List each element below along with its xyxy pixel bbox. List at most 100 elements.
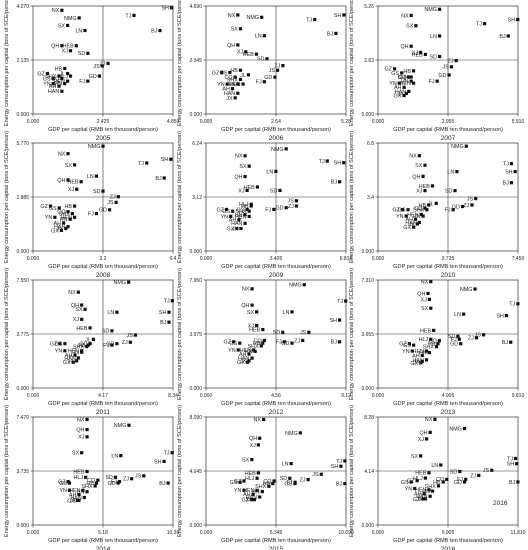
point-label-qh: QH [400, 44, 408, 50]
point-label-gz: GZ [392, 208, 400, 214]
point-label-yn: YN [45, 215, 53, 221]
point-label-heb: HEB [415, 471, 426, 477]
data-point-cq [407, 75, 411, 79]
data-point-hlj [255, 476, 259, 480]
point-label-sd: SD [445, 189, 453, 195]
point-label-hen: HEN [69, 488, 80, 494]
data-point-jl [91, 337, 96, 341]
point-label-hen: HEN [61, 215, 72, 221]
point-label-yn: YN [402, 349, 410, 355]
point-label-nmg: NMG [285, 431, 298, 437]
data-point-js [133, 333, 137, 337]
point-label-sx: SX [247, 310, 255, 316]
point-label-zj: ZJ [470, 473, 476, 479]
data-point-ln [94, 174, 99, 178]
data-point-fj [272, 207, 276, 212]
point-label-shx: SHX [235, 209, 246, 215]
point-label-yn: YN [228, 348, 236, 354]
data-point-xj [245, 188, 249, 193]
data-point-sx [238, 27, 243, 31]
data-point-xj [256, 443, 260, 447]
point-label-han: HAN [413, 358, 424, 364]
data-point-gd [116, 481, 120, 485]
y-axis-title: Energy consumption per capital (tons of … [349, 131, 355, 263]
y-tick-label: 7.950 [189, 278, 202, 284]
point-label-hlj: HLJ [58, 74, 68, 80]
y-axis-title: Energy consumption per capital (tons of … [349, 405, 355, 537]
point-label-sd: SD [448, 334, 456, 340]
data-point-cq [60, 76, 64, 81]
data-point-hn [430, 489, 435, 493]
panel-year-caption: 2011 [96, 409, 110, 416]
y-axis-title: Energy consumption per capital (tons of … [177, 268, 183, 400]
data-point-yn [229, 214, 233, 218]
point-label-gd: GD [107, 481, 115, 487]
data-point-gd [459, 342, 463, 346]
y-tick-label: 3.655 [361, 332, 374, 338]
point-label-hen: HEN [400, 81, 411, 87]
data-point-ln [289, 461, 293, 466]
y-tick-label: 6.8 [367, 141, 374, 147]
point-label-tj: TJ [164, 451, 170, 457]
point-label-js: JS [483, 468, 490, 474]
point-label-yn: YN [396, 214, 404, 220]
x-tick-label: 0.000 [372, 393, 385, 399]
point-label-sx: SX [421, 306, 429, 312]
x-axis-title: GDP per capital (RMB ten thousand/person… [221, 127, 331, 133]
point-label-nmg: NMG [451, 144, 464, 150]
point-label-nmg: NMG [247, 15, 260, 21]
data-point-jl [246, 73, 251, 77]
data-point-qh [409, 44, 413, 48]
data-point-sh [169, 157, 173, 161]
data-point-cq [423, 206, 427, 210]
data-point-hen [247, 214, 251, 218]
data-point-sx [429, 306, 433, 310]
point-label-gx: GX [241, 498, 249, 504]
x-tick-label: 2.955 [442, 119, 455, 125]
point-label-fj: FJ [429, 79, 435, 85]
data-point-sh [169, 6, 174, 10]
point-label-hb: HB [241, 204, 249, 210]
y-tick-label: 5.26 [364, 4, 374, 10]
point-label-qh: QH [412, 174, 420, 180]
data-point-hn [63, 82, 67, 86]
data-point-gz [407, 342, 411, 346]
data-point-ln [437, 34, 442, 38]
data-point-gz [415, 479, 419, 483]
panel-year-caption: 2013 [441, 409, 456, 416]
point-label-xj: XJ [418, 437, 425, 443]
y-tick-label: 3.775 [16, 332, 29, 338]
point-label-heb: HEB [419, 184, 430, 190]
point-label-bj: BJ [159, 481, 166, 487]
data-point-zj [116, 195, 120, 199]
x-tick-label: 8.34 [168, 393, 178, 399]
data-point-ln [119, 454, 123, 458]
data-point-cq [66, 210, 70, 214]
point-label-gx: GX [394, 93, 402, 99]
data-point-cq [88, 342, 92, 346]
data-point-gx [250, 498, 254, 502]
point-label-gz: GZ [40, 204, 48, 210]
point-label-zj: ZJ [122, 340, 128, 346]
data-point-fj [457, 337, 461, 341]
panel-year-caption: 2012 [269, 409, 284, 416]
data-point-nmg [462, 426, 467, 431]
point-label-heb: HEB [243, 52, 254, 58]
x-tick-label: 4.56 [271, 393, 281, 399]
data-point-sx [419, 454, 423, 458]
data-point-yn [53, 215, 57, 219]
panel-year-annotation: 2016 [493, 500, 508, 507]
data-point-heb [254, 52, 258, 56]
data-point-sh [342, 161, 346, 165]
point-label-gs: GS [229, 341, 237, 347]
data-point-tj [145, 161, 149, 165]
data-point-jx [423, 497, 428, 501]
x-axis-title: GDP per capital (RMB ten thousand/person… [221, 538, 331, 544]
point-label-nmg: NMG [449, 426, 462, 432]
data-point-nx [76, 290, 80, 294]
point-label-jx: JX [398, 91, 405, 97]
x-tick-label: 0.000 [372, 530, 385, 536]
data-point-hn [427, 350, 431, 355]
point-label-xj: XJ [248, 323, 255, 329]
